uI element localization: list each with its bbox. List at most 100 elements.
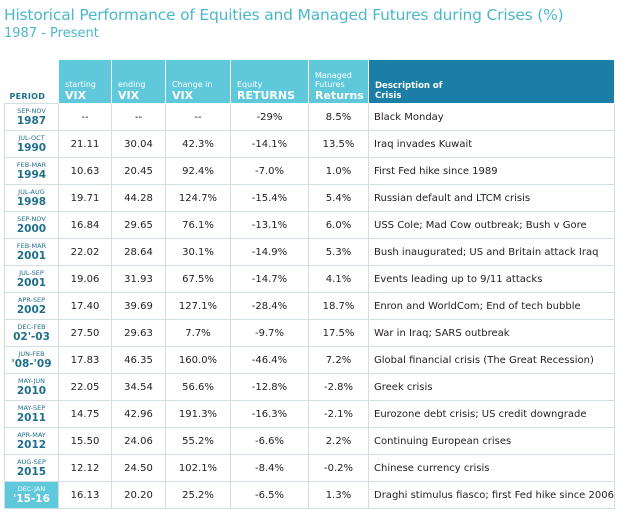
crisis-performance-table: PERIOD starting VIX ending VIX Change in… <box>4 59 615 509</box>
change-vix-cell: 92.4% <box>165 157 231 185</box>
equity-returns-cell: -14.9% <box>230 238 309 266</box>
table-row: MAY-JUN 2010 22.05 34.54 56.6% -12.8% -2.8% Gre… <box>4 373 615 401</box>
period-year: 1994 <box>16 169 47 181</box>
crisis-description-cell: USS Cole; Mad Cow outbreak; Bush v Gore <box>368 211 615 239</box>
starting-vix-cell: 16.84 <box>58 211 112 239</box>
equity-returns-cell: -8.4% <box>230 454 309 482</box>
managed-futures-returns-cell: -2.1% <box>308 400 369 428</box>
starting-vix-cell: 16.13 <box>58 481 112 509</box>
ending-vix-cell: 30.04 <box>111 130 166 158</box>
column-header-ending-vix: ending VIX <box>111 59 166 104</box>
starting-vix-cell: 21.11 <box>58 130 112 158</box>
period-year: '08-'09 <box>11 358 52 370</box>
crisis-description-cell: Continuing European crises <box>368 427 615 455</box>
equity-returns-cell: -16.3% <box>230 400 309 428</box>
equity-returns-cell: -14.1% <box>230 130 309 158</box>
change-vix-cell: 42.3% <box>165 130 231 158</box>
starting-vix-cell: 17.40 <box>58 292 112 320</box>
equity-returns-cell: -28.4% <box>230 292 309 320</box>
period-months: APR-SEP <box>17 296 46 304</box>
period-cell: MAY-JUN 2010 <box>4 373 59 401</box>
managed-futures-returns-cell: 1.3% <box>308 481 369 509</box>
starting-vix-cell: 22.02 <box>58 238 112 266</box>
table-row: JUL-OCT 1990 21.11 30.04 42.3% -14.1% 13.5% Ira… <box>4 130 615 158</box>
table-row: DEC-JAN '15-16 16.13 20.20 25.2% -6.5% 1.3% Dra… <box>4 481 615 509</box>
period-months: AUG-SEP <box>17 458 46 466</box>
starting-vix-cell: 27.50 <box>58 319 112 347</box>
crisis-description-cell: War in Iraq; SARS outbreak <box>368 319 615 347</box>
starting-vix-cell: -- <box>58 103 112 131</box>
period-months: DEC-JAN <box>17 485 46 493</box>
header-line: Description of <box>375 81 443 91</box>
column-header-period: PERIOD <box>4 59 59 104</box>
period-year: '15-16 <box>13 493 50 505</box>
change-vix-cell: 7.7% <box>165 319 231 347</box>
crisis-description-cell: Draghi stimulus fiasco; first Fed hike s… <box>368 481 615 509</box>
period-year: 2000 <box>16 223 47 235</box>
period-cell: APR-MAY 2012 <box>4 427 59 455</box>
crisis-description-cell: Greek crisis <box>368 373 615 401</box>
period-cell: FEB-MAR 1994 <box>4 157 59 185</box>
table-row: JUL-SEP 2001 19.06 31.93 67.5% -14.7% 4.1% Even… <box>4 265 615 293</box>
managed-futures-returns-cell: 13.5% <box>308 130 369 158</box>
ending-vix-cell: 20.45 <box>111 157 166 185</box>
period-year: 2011 <box>16 412 47 424</box>
starting-vix-cell: 19.06 <box>58 265 112 293</box>
starting-vix-cell: 14.75 <box>58 400 112 428</box>
managed-futures-returns-cell: 4.1% <box>308 265 369 293</box>
column-header-description: Description of Crisis <box>368 59 615 104</box>
period-months: JUL-SEP <box>19 269 44 277</box>
period-year: 2015 <box>16 466 47 478</box>
change-vix-cell: 55.2% <box>165 427 231 455</box>
header-line: RETURNS <box>237 89 296 102</box>
table-row: SEP-NOV 2000 16.84 29.65 76.1% -13.1% 6.0% USS … <box>4 211 615 239</box>
equity-returns-cell: -46.4% <box>230 346 309 374</box>
period-months: FEB-MAR <box>16 242 47 250</box>
crisis-description-cell: Iraq invades Kuwait <box>368 130 615 158</box>
period-cell: JUL-AUG 1998 <box>4 184 59 212</box>
equity-returns-cell: -29% <box>230 103 309 131</box>
column-header-change-vix: Change in VIX <box>165 59 231 104</box>
column-header-starting-vix: starting VIX <box>58 59 112 104</box>
period-year: 2002 <box>16 304 47 316</box>
starting-vix-cell: 22.05 <box>58 373 112 401</box>
period-months: SEP-NOV <box>17 107 46 115</box>
ending-vix-cell: 28.64 <box>111 238 166 266</box>
page-subtitle: 1987 - Present <box>4 26 99 41</box>
managed-futures-returns-cell: 5.4% <box>308 184 369 212</box>
change-vix-cell: 127.1% <box>165 292 231 320</box>
ending-vix-cell: 24.06 <box>111 427 166 455</box>
header-line: VIX <box>172 89 194 102</box>
table-row: DEC-FEB 02'-03 27.50 29.63 7.7% -9.7% 17.5% War… <box>4 319 615 347</box>
ending-vix-cell: 24.50 <box>111 454 166 482</box>
period-year: 02'-03 <box>13 331 50 343</box>
equity-returns-cell: -7.0% <box>230 157 309 185</box>
period-months: JUN-FEB <box>18 350 45 358</box>
period-cell: DEC-FEB 02'-03 <box>4 319 59 347</box>
period-cell: JUN-FEB '08-'09 <box>4 346 59 374</box>
starting-vix-cell: 19.71 <box>58 184 112 212</box>
change-vix-cell: 102.1% <box>165 454 231 482</box>
change-vix-cell: 30.1% <box>165 238 231 266</box>
change-vix-cell: -- <box>165 103 231 131</box>
managed-futures-returns-cell: 2.2% <box>308 427 369 455</box>
crisis-description-cell: Bush inaugurated; US and Britain attack … <box>368 238 615 266</box>
ending-vix-cell: 31.93 <box>111 265 166 293</box>
period-cell: AUG-SEP 2015 <box>4 454 59 482</box>
equity-returns-cell: -15.4% <box>230 184 309 212</box>
period-year: 2001 <box>16 250 47 262</box>
managed-futures-returns-cell: 5.3% <box>308 238 369 266</box>
period-months: SEP-NOV <box>17 215 46 223</box>
column-header-equity-returns: Equity RETURNS <box>230 59 309 104</box>
change-vix-cell: 191.3% <box>165 400 231 428</box>
change-vix-cell: 124.7% <box>165 184 231 212</box>
page-title: Historical Performance of Equities and M… <box>4 6 564 24</box>
change-vix-cell: 76.1% <box>165 211 231 239</box>
table-row: FEB-MAR 2001 22.02 28.64 30.1% -14.9% 5.3% Bush… <box>4 238 615 266</box>
period-year: 2010 <box>16 385 47 397</box>
managed-futures-returns-cell: 18.7% <box>308 292 369 320</box>
header-line: starting <box>65 80 97 89</box>
period-cell: SEP-NOV 1987 <box>4 103 59 131</box>
ending-vix-cell: -- <box>111 103 166 131</box>
table-row: FEB-MAR 1994 10.63 20.45 92.4% -7.0% 1.0% First… <box>4 157 615 185</box>
